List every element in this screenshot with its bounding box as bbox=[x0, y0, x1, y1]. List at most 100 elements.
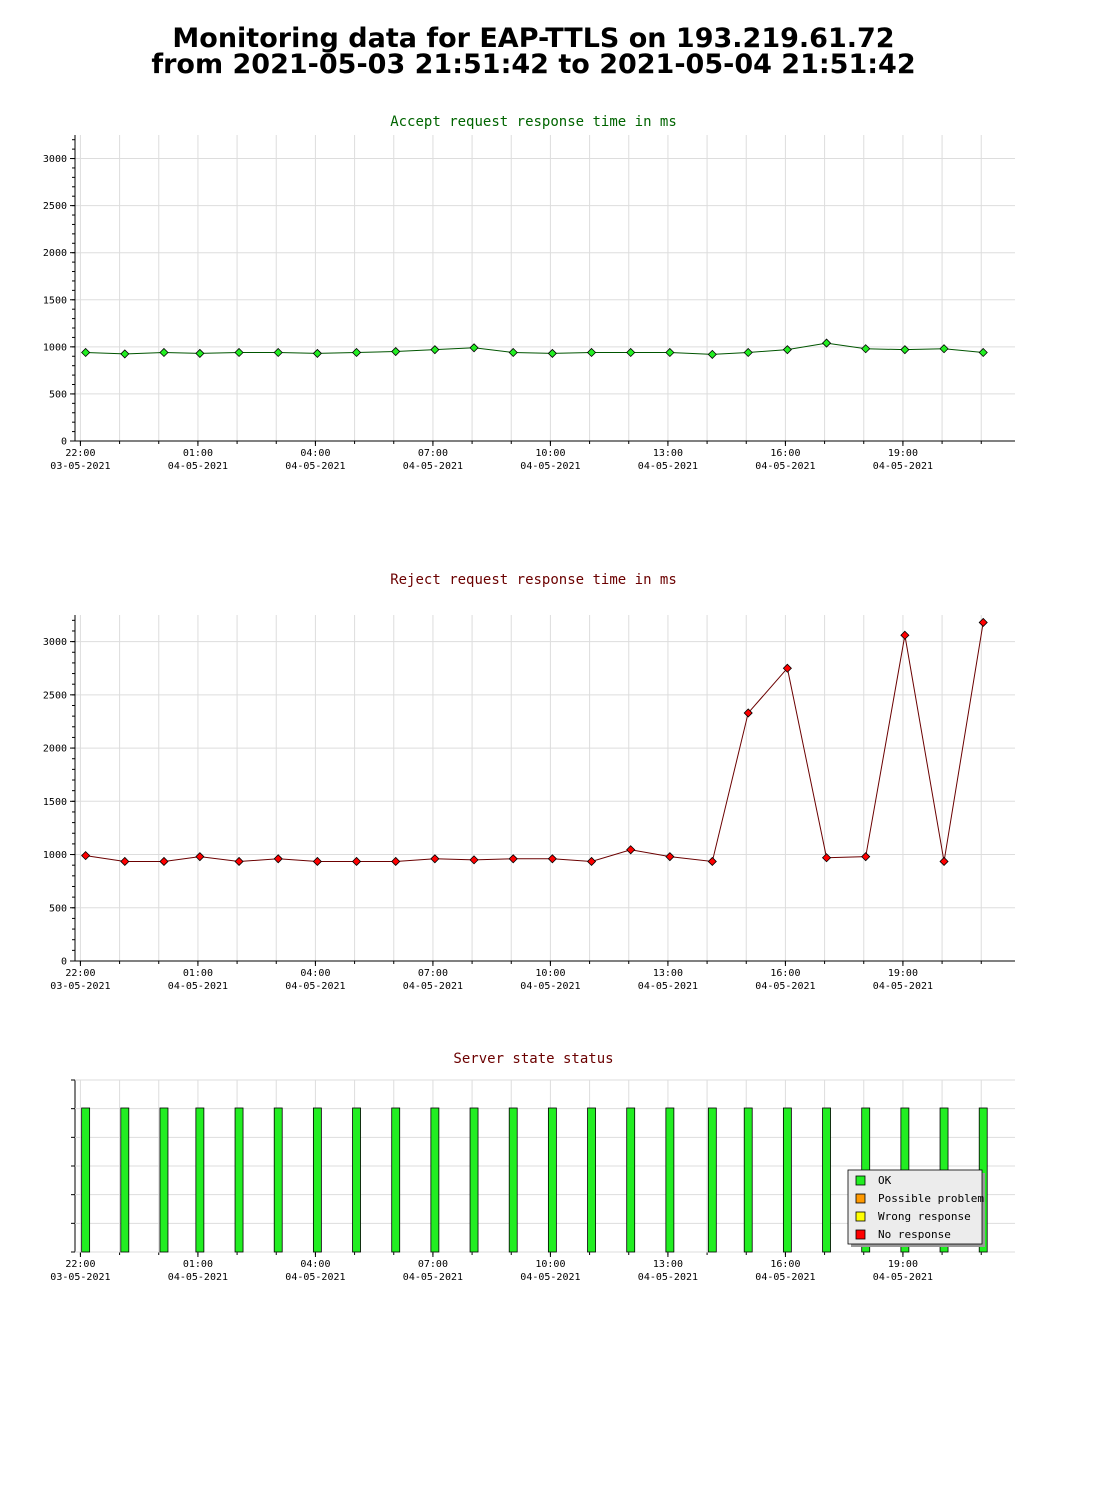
data-point bbox=[391, 856, 401, 867]
legend-swatch bbox=[855, 1211, 866, 1222]
x-tick-label-time: 16:00 bbox=[770, 448, 800, 459]
data-point bbox=[665, 347, 675, 358]
x-tick-label-time: 04:00 bbox=[300, 1259, 330, 1270]
x-tick-label-time: 19:00 bbox=[888, 1259, 918, 1270]
status-bar bbox=[352, 1107, 361, 1253]
x-tick-label-date: 04-05-2021 bbox=[755, 1272, 815, 1283]
data-point bbox=[273, 347, 283, 358]
legend-label: Wrong response bbox=[878, 1210, 971, 1223]
x-tick-label-date: 04-05-2021 bbox=[403, 461, 463, 472]
data-point bbox=[821, 853, 832, 863]
y-tick-label: 1500 bbox=[43, 295, 67, 306]
series-line bbox=[85, 342, 984, 355]
y-tick-label: 3000 bbox=[43, 637, 67, 648]
data-point bbox=[430, 345, 440, 355]
x-tick-label-time: 13:00 bbox=[653, 448, 683, 459]
status-bar bbox=[665, 1107, 675, 1253]
data-point bbox=[351, 856, 362, 867]
data-point bbox=[234, 347, 244, 358]
data-point bbox=[626, 347, 636, 358]
data-point bbox=[861, 852, 871, 862]
status-bar bbox=[469, 1107, 479, 1253]
x-tick-label-time: 07:00 bbox=[418, 1259, 448, 1270]
x-tick-label-time: 22:00 bbox=[65, 448, 95, 459]
x-tick-label-date: 04-05-2021 bbox=[873, 981, 933, 992]
legend-label: OK bbox=[878, 1174, 892, 1187]
x-tick-label-time: 01:00 bbox=[183, 448, 213, 459]
status-bar bbox=[273, 1107, 283, 1253]
data-point bbox=[273, 854, 283, 864]
legend-swatch bbox=[855, 1193, 866, 1204]
data-point bbox=[665, 852, 675, 862]
data-point bbox=[234, 856, 244, 867]
data-point bbox=[159, 856, 169, 867]
x-tick-label-date: 04-05-2021 bbox=[638, 1272, 698, 1283]
y-tick-label: 2000 bbox=[43, 744, 67, 755]
x-tick-label-time: 07:00 bbox=[418, 968, 448, 979]
server-status-chart: 22:00 03-05-2021 01:00 04-05-2021 04:00 04-05… bbox=[50, 1079, 1015, 1283]
x-tick-label-date: 04-05-2021 bbox=[520, 981, 580, 992]
data-point bbox=[939, 856, 949, 867]
legend-box bbox=[847, 1169, 983, 1245]
status-bar bbox=[391, 1107, 401, 1253]
status-bar bbox=[587, 1107, 596, 1253]
data-point bbox=[81, 347, 91, 358]
status-bar bbox=[508, 1107, 518, 1253]
reject-chart-title: Reject request response time in ms bbox=[390, 572, 677, 588]
status-bar bbox=[822, 1107, 831, 1253]
data-point bbox=[547, 348, 557, 359]
data-point bbox=[159, 347, 169, 358]
legend-label: Possible problem bbox=[878, 1192, 984, 1205]
legend-swatch bbox=[855, 1175, 866, 1186]
data-point bbox=[939, 344, 949, 354]
status-bar bbox=[312, 1107, 322, 1253]
data-point bbox=[743, 347, 753, 358]
y-tick-label: 0 bbox=[61, 437, 67, 448]
x-tick-label-time: 16:00 bbox=[770, 968, 800, 979]
x-tick-label-date: 03-05-2021 bbox=[50, 981, 110, 992]
legend-label: No response bbox=[878, 1228, 951, 1241]
x-tick-label-time: 01:00 bbox=[183, 1259, 213, 1270]
x-tick-label-time: 07:00 bbox=[418, 448, 448, 459]
data-point bbox=[508, 854, 518, 864]
data-point bbox=[707, 349, 717, 359]
x-tick-label-date: 04-05-2021 bbox=[755, 461, 815, 472]
x-tick-label-time: 22:00 bbox=[65, 1259, 95, 1270]
status-bar bbox=[743, 1107, 753, 1253]
page-title-line-2: from 2021-05-03 21:51:42 to 2021-05-04 2… bbox=[151, 49, 916, 80]
x-tick-label-time: 13:00 bbox=[653, 1259, 683, 1270]
data-point bbox=[586, 347, 597, 358]
y-tick-label: 2500 bbox=[43, 201, 67, 212]
x-tick-label-time: 10:00 bbox=[535, 448, 565, 459]
data-point bbox=[900, 345, 910, 355]
status-bar bbox=[159, 1107, 169, 1253]
status-bar bbox=[195, 1107, 205, 1253]
data-point bbox=[547, 854, 557, 864]
accept-response-chart: 22:00 03-05-2021 01:00 04-05-2021 04:00 04-05… bbox=[43, 135, 1015, 472]
x-tick-label-date: 04-05-2021 bbox=[403, 981, 463, 992]
y-tick-label: 3000 bbox=[43, 154, 67, 165]
x-tick-label-time: 19:00 bbox=[888, 448, 918, 459]
x-tick-label-time: 13:00 bbox=[653, 968, 683, 979]
data-point bbox=[861, 344, 871, 354]
data-point bbox=[782, 345, 792, 355]
data-point bbox=[120, 856, 130, 867]
x-tick-label-date: 04-05-2021 bbox=[285, 981, 345, 992]
series-line bbox=[85, 622, 984, 863]
data-point bbox=[978, 617, 988, 628]
x-tick-label-date: 04-05-2021 bbox=[168, 981, 228, 992]
x-tick-label-time: 10:00 bbox=[535, 1259, 565, 1270]
y-tick-label: 500 bbox=[49, 389, 67, 400]
data-point bbox=[707, 856, 717, 867]
x-tick-label-date: 04-05-2021 bbox=[520, 461, 580, 472]
legend-swatch bbox=[855, 1229, 866, 1240]
data-point bbox=[900, 630, 910, 640]
x-tick-label-time: 16:00 bbox=[770, 1259, 800, 1270]
x-tick-label-date: 04-05-2021 bbox=[873, 461, 933, 472]
data-point bbox=[312, 856, 322, 867]
status-bar bbox=[430, 1107, 440, 1253]
data-point bbox=[978, 347, 988, 358]
x-tick-label-date: 04-05-2021 bbox=[873, 1272, 933, 1283]
x-tick-label-date: 04-05-2021 bbox=[168, 1272, 228, 1283]
status-bar bbox=[707, 1107, 717, 1253]
